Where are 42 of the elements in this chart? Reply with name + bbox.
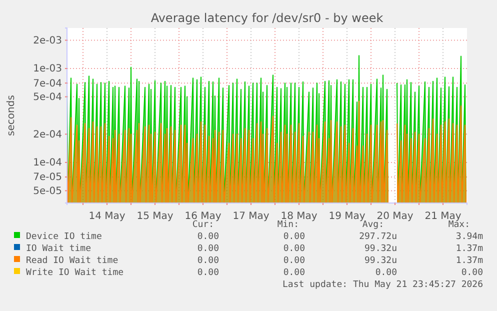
y-tick-label: 1e-03 <box>33 64 62 75</box>
legend-label: IO Wait time <box>26 244 92 254</box>
text: 99.32u <box>364 256 397 266</box>
x-tick-label: 14 May <box>88 211 126 222</box>
text: 0.00 <box>197 268 219 278</box>
x-tick-label: 15 May <box>136 211 174 222</box>
text: 0.00 <box>197 244 219 254</box>
x-tick-label: 17 May <box>232 211 270 222</box>
x-tick-label: 21 May <box>424 211 462 222</box>
x-tick-label: 19 May <box>328 211 366 222</box>
text: 99.32u <box>364 244 397 254</box>
x-tick-label: 16 May <box>184 211 222 222</box>
y-axis-title: seconds <box>6 95 17 136</box>
text: Cur: <box>192 220 214 230</box>
y-tick-label: 5e-05 <box>33 186 62 197</box>
text: Min: <box>277 220 299 230</box>
y-tick-label: 2e-04 <box>33 129 62 140</box>
text: 3.94m <box>456 232 483 242</box>
text: 0.00 <box>283 268 305 278</box>
text: 0.00 <box>461 268 483 278</box>
text: 297.72u <box>359 232 397 242</box>
legend-label: Write IO Wait time <box>26 268 124 278</box>
y-tick-label: 7e-05 <box>33 172 62 184</box>
text: Last update: Thu May 21 23:45:27 2026 <box>282 280 483 290</box>
y-tick-label: 1e-04 <box>33 158 62 169</box>
x-tick-label: 20 May <box>376 211 414 222</box>
chart-title: Average latency for /dev/sr0 - by week <box>150 11 384 25</box>
text: Avg: <box>362 220 384 230</box>
text: 1.37m <box>456 244 483 254</box>
legend-label: Device IO time <box>26 232 102 242</box>
text: Max: <box>448 220 470 230</box>
text: 0.00 <box>197 256 219 266</box>
text: 0.00 <box>283 232 305 242</box>
text: 0.00 <box>283 244 305 254</box>
text: 0.00 <box>283 256 305 266</box>
legend-label: Read IO Wait time <box>26 256 118 266</box>
y-tick-label: 2e-03 <box>33 35 62 46</box>
y-tick-label: 5e-04 <box>33 92 62 103</box>
text: 1.37m <box>456 256 483 266</box>
text: 0.00 <box>197 232 219 242</box>
y-tick-label: 7e-04 <box>33 78 62 90</box>
text: 0.00 <box>375 268 397 278</box>
